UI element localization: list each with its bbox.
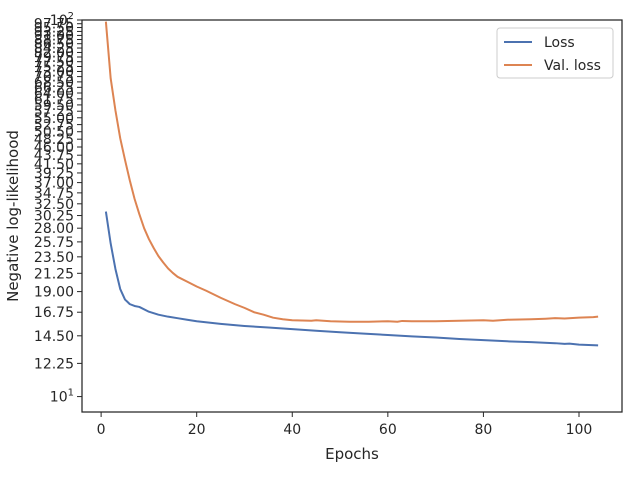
y-tick-label: 73.00	[34, 64, 74, 80]
y-axis-label: Negative log-likelihood	[4, 130, 22, 302]
y-tick-label: 30.25	[34, 209, 74, 225]
x-tick-label: 20	[188, 422, 206, 438]
y-tick-label: 84.25	[34, 41, 74, 57]
y-tick-label: 86.50	[34, 37, 74, 53]
y-tick-label: 19.00	[34, 285, 74, 301]
y-tick-label: 39.25	[34, 166, 74, 182]
series-line-val-loss	[104, 21, 599, 323]
y-tick-label: 14.50	[34, 329, 74, 345]
y-tick-label: 61.75	[34, 92, 74, 108]
y-tick-label: 101	[50, 388, 74, 406]
legend-label: Loss	[544, 35, 575, 51]
y-tick-label: 102	[50, 11, 74, 29]
x-axis-ticks: 0 20 40 60 80 100	[97, 412, 593, 438]
y-tick-label: 70.75	[34, 70, 74, 86]
series-layer	[104, 21, 599, 347]
y-tick-label: 34.75	[34, 186, 74, 202]
y-tick-label: 64.00	[34, 86, 74, 102]
y-tick-label: 43.75	[34, 148, 74, 164]
y-tick-label: 23.50	[34, 250, 74, 266]
y-tick-label: 91.00	[34, 28, 74, 44]
x-tick-label: 40	[283, 422, 301, 438]
y-tick-label: 12.25	[34, 356, 74, 372]
x-tick-label: 80	[475, 422, 493, 438]
y-tick-label: 28.00	[34, 221, 74, 237]
y-tick-label: 97.75	[34, 17, 74, 33]
y-tick-label: 95.50	[34, 21, 74, 37]
y-axis-ticks: 101 12.25 14.50 16.75 19.00 21.2523.5025.7528…	[34, 11, 82, 406]
y-tick-label: 57.25	[34, 104, 74, 120]
y-tick-label: 41.50	[34, 157, 74, 173]
legend-label: Val. loss	[544, 58, 601, 74]
y-tick-label: 16.75	[34, 305, 74, 321]
plot-frame	[81, 19, 623, 413]
y-tick-label: 93.25	[34, 24, 74, 40]
y-tick-label: 21.25	[34, 266, 74, 282]
y-tick-label: 66.25	[34, 80, 74, 96]
series-line-loss	[104, 211, 599, 347]
y-tick-label: 48.25	[34, 132, 74, 148]
y-tick-label: 32.50	[34, 197, 74, 213]
x-tick-label: 100	[566, 422, 593, 438]
y-tick-label: 55.00	[34, 111, 74, 127]
y-tick-label: 37.00	[34, 176, 74, 192]
y-tick-label: 77.50	[34, 55, 74, 71]
x-axis-label: Epochs	[325, 445, 379, 463]
x-tick-label: 0	[97, 422, 106, 438]
y-tick-label: 25.75	[34, 235, 74, 251]
y-tick-label: 88.75	[34, 33, 74, 49]
y-tick-label: 52.75	[34, 118, 74, 134]
y-tick-label: 75.25	[34, 60, 74, 76]
y-tick-label: 46.00	[34, 140, 74, 156]
y-tick-label: 59.50	[34, 98, 74, 114]
x-tick-label: 60	[379, 422, 397, 438]
y-tick-label: 68.50	[34, 75, 74, 91]
y-tick-label: 82.00	[34, 45, 74, 61]
legend: Loss Val. loss	[496, 27, 614, 79]
y-tick-label: 79.75	[34, 50, 74, 66]
y-tick-label: 50.50	[34, 125, 74, 141]
